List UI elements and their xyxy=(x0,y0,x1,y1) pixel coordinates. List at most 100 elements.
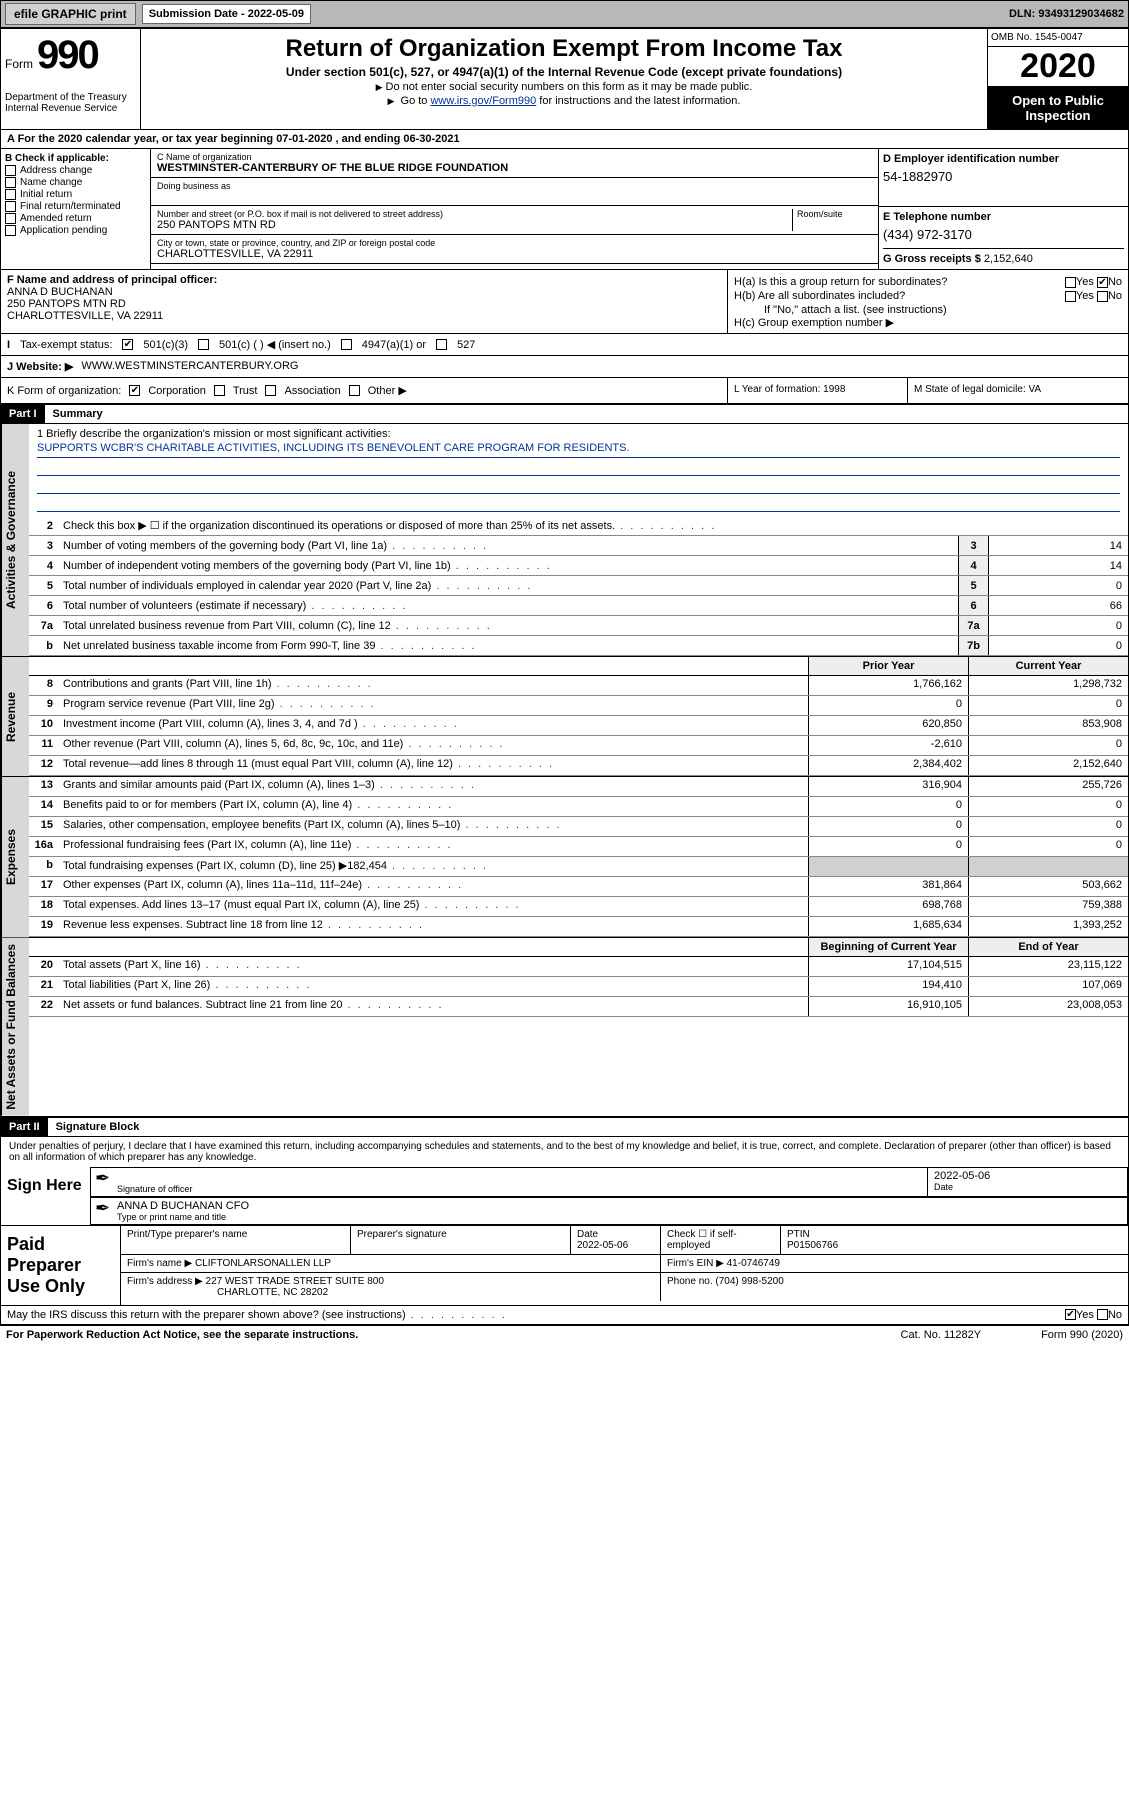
cb-501c3[interactable]: ✔ xyxy=(122,339,133,350)
checkbox-address-change[interactable] xyxy=(5,165,16,176)
open-inspection: Open to Public Inspection xyxy=(988,87,1128,129)
tax-status-row: ITax-exempt status: ✔501(c)(3) 501(c) ( … xyxy=(0,334,1129,356)
firm-ein: 41-0746749 xyxy=(727,1258,780,1269)
cb-527[interactable] xyxy=(436,339,447,350)
header-left: Form 990 Department of the Treasury Inte… xyxy=(1,29,141,129)
checkbox-amended[interactable] xyxy=(5,213,16,224)
street-address: 250 PANTOPS MTN RD xyxy=(157,219,792,231)
form-header: Form 990 Department of the Treasury Inte… xyxy=(0,28,1129,130)
year-formation: 1998 xyxy=(823,384,845,395)
tax-year: 2020 xyxy=(988,47,1128,87)
block-fh: F Name and address of principal officer:… xyxy=(0,270,1129,334)
col-b-header: B Check if applicable: xyxy=(5,153,146,164)
gov-line: 4Number of independent voting members of… xyxy=(29,556,1128,576)
header-mid: Return of Organization Exempt From Incom… xyxy=(141,29,988,129)
cb-other[interactable] xyxy=(349,385,360,396)
org-name-label: C Name of organization xyxy=(157,152,872,162)
dln-label: DLN: 93493129034682 xyxy=(1009,8,1124,20)
hdr-current-year: Current Year xyxy=(968,657,1128,675)
data-line: 21Total liabilities (Part X, line 26)194… xyxy=(29,977,1128,997)
org-name: WESTMINSTER-CANTERBURY OF THE BLUE RIDGE… xyxy=(157,162,872,174)
data-line: 8Contributions and grants (Part VIII, li… xyxy=(29,676,1128,696)
vtab-net-assets: Net Assets or Fund Balances xyxy=(1,938,29,1116)
header-right: OMB No. 1545-0047 2020 Open to Public In… xyxy=(988,29,1128,129)
hdr-prior-year: Prior Year xyxy=(808,657,968,675)
part2-bar: Part II Signature Block xyxy=(0,1117,1129,1137)
gov-line: 7aTotal unrelated business revenue from … xyxy=(29,616,1128,636)
ha-yes[interactable] xyxy=(1065,277,1076,288)
cb-trust[interactable] xyxy=(214,385,225,396)
form-word: Form xyxy=(5,57,33,71)
ha-no[interactable]: ✔ xyxy=(1097,277,1108,288)
ein-value: 54-1882970 xyxy=(883,169,1124,184)
website-value: WWW.WESTMINSTERCANTERBURY.ORG xyxy=(81,360,298,373)
checkbox-name-change[interactable] xyxy=(5,177,16,188)
part1-bar: Part I Summary xyxy=(0,404,1129,424)
officer-name: ANNA D BUCHANAN xyxy=(7,286,721,298)
data-line: 18Total expenses. Add lines 13–17 (must … xyxy=(29,897,1128,917)
top-bar: efile GRAPHIC print Submission Date - 20… xyxy=(0,0,1129,28)
data-line: 22Net assets or fund balances. Subtract … xyxy=(29,997,1128,1017)
sig-date: 2022-05-06 xyxy=(934,1170,1121,1182)
gov-line: 3Number of voting members of the governi… xyxy=(29,536,1128,556)
mission-text: SUPPORTS WCBR'S CHARITABLE ACTIVITIES, I… xyxy=(37,442,1120,458)
omb-number: OMB No. 1545-0047 xyxy=(988,29,1128,47)
pen-icon: ✒ xyxy=(91,1168,111,1196)
vtab-revenue: Revenue xyxy=(1,657,29,776)
data-line: 19Revenue less expenses. Subtract line 1… xyxy=(29,917,1128,937)
efile-button[interactable]: efile GRAPHIC print xyxy=(5,3,136,25)
checkbox-app-pending[interactable] xyxy=(5,225,16,236)
section-revenue: Revenue Prior Year Current Year 8Contrib… xyxy=(0,657,1129,777)
hdr-end: End of Year xyxy=(968,938,1128,956)
sign-here-label: Sign Here xyxy=(1,1167,91,1225)
data-line: bTotal fundraising expenses (Part IX, co… xyxy=(29,857,1128,877)
data-line: 14Benefits paid to or for members (Part … xyxy=(29,797,1128,817)
gov-line: bNet unrelated business taxable income f… xyxy=(29,636,1128,656)
form-title: Return of Organization Exempt From Incom… xyxy=(147,35,981,63)
form-subtitle: Under section 501(c), 527, or 4947(a)(1)… xyxy=(147,65,981,79)
vtab-governance: Activities & Governance xyxy=(1,424,29,656)
firm-phone: (704) 998-5200 xyxy=(715,1276,783,1287)
cb-corp[interactable]: ✔ xyxy=(129,385,140,396)
vtab-expenses: Expenses xyxy=(1,777,29,937)
irs-link[interactable]: www.irs.gov/Form990 xyxy=(430,95,536,107)
discuss-no[interactable] xyxy=(1097,1309,1108,1320)
hdr-beginning: Beginning of Current Year xyxy=(808,938,968,956)
checkbox-final-return[interactable] xyxy=(5,201,16,212)
data-line: 9Program service revenue (Part VIII, lin… xyxy=(29,696,1128,716)
ptin: P01506766 xyxy=(787,1240,838,1251)
discuss-yes[interactable]: ✔ xyxy=(1065,1309,1076,1320)
section-governance: Activities & Governance 1 Briefly descri… xyxy=(0,424,1129,657)
cb-assoc[interactable] xyxy=(265,385,276,396)
col-b-checkboxes: B Check if applicable: Address change Na… xyxy=(1,149,151,269)
sig-declaration: Under penalties of perjury, I declare th… xyxy=(1,1137,1128,1167)
checkbox-initial-return[interactable] xyxy=(5,189,16,200)
cb-501c[interactable] xyxy=(198,339,209,350)
footer: For Paperwork Reduction Act Notice, see … xyxy=(0,1325,1129,1344)
website-row: J Website: ▶ WWW.WESTMINSTERCANTERBURY.O… xyxy=(0,356,1129,378)
dba-label: Doing business as xyxy=(157,181,872,191)
submission-date: Submission Date - 2022-05-09 xyxy=(142,4,311,24)
data-line: 13Grants and similar amounts paid (Part … xyxy=(29,777,1128,797)
data-line: 10Investment income (Part VIII, column (… xyxy=(29,716,1128,736)
block-entity: B Check if applicable: Address change Na… xyxy=(0,149,1129,270)
col-d-ein: D Employer identification number 54-1882… xyxy=(878,149,1128,206)
data-line: 11Other revenue (Part VIII, column (A), … xyxy=(29,736,1128,756)
data-line: 20Total assets (Part X, line 16)17,104,5… xyxy=(29,957,1128,977)
pen-icon: ✒ xyxy=(91,1198,111,1224)
state-domicile: VA xyxy=(1029,384,1042,395)
gov-line: 6Total number of volunteers (estimate if… xyxy=(29,596,1128,616)
signature-section: Under penalties of perjury, I declare th… xyxy=(0,1137,1129,1325)
hb-yes[interactable] xyxy=(1065,291,1076,302)
dept-label: Department of the Treasury Internal Reve… xyxy=(5,92,136,114)
col-h-group: H(a) Is this a group return for subordin… xyxy=(728,270,1128,333)
data-line: 12Total revenue—add lines 8 through 11 (… xyxy=(29,756,1128,776)
klm-row: K Form of organization: ✔Corporation Tru… xyxy=(0,378,1129,404)
hb-no[interactable] xyxy=(1097,291,1108,302)
data-line: 16aProfessional fundraising fees (Part I… xyxy=(29,837,1128,857)
cb-4947[interactable] xyxy=(341,339,352,350)
col-f-officer: F Name and address of principal officer:… xyxy=(1,270,728,333)
city-state-zip: CHARLOTTESVILLE, VA 22911 xyxy=(157,248,872,260)
note-ssn: Do not enter social security numbers on … xyxy=(147,81,981,93)
officer-signed-name: ANNA D BUCHANAN CFO xyxy=(117,1200,1121,1212)
